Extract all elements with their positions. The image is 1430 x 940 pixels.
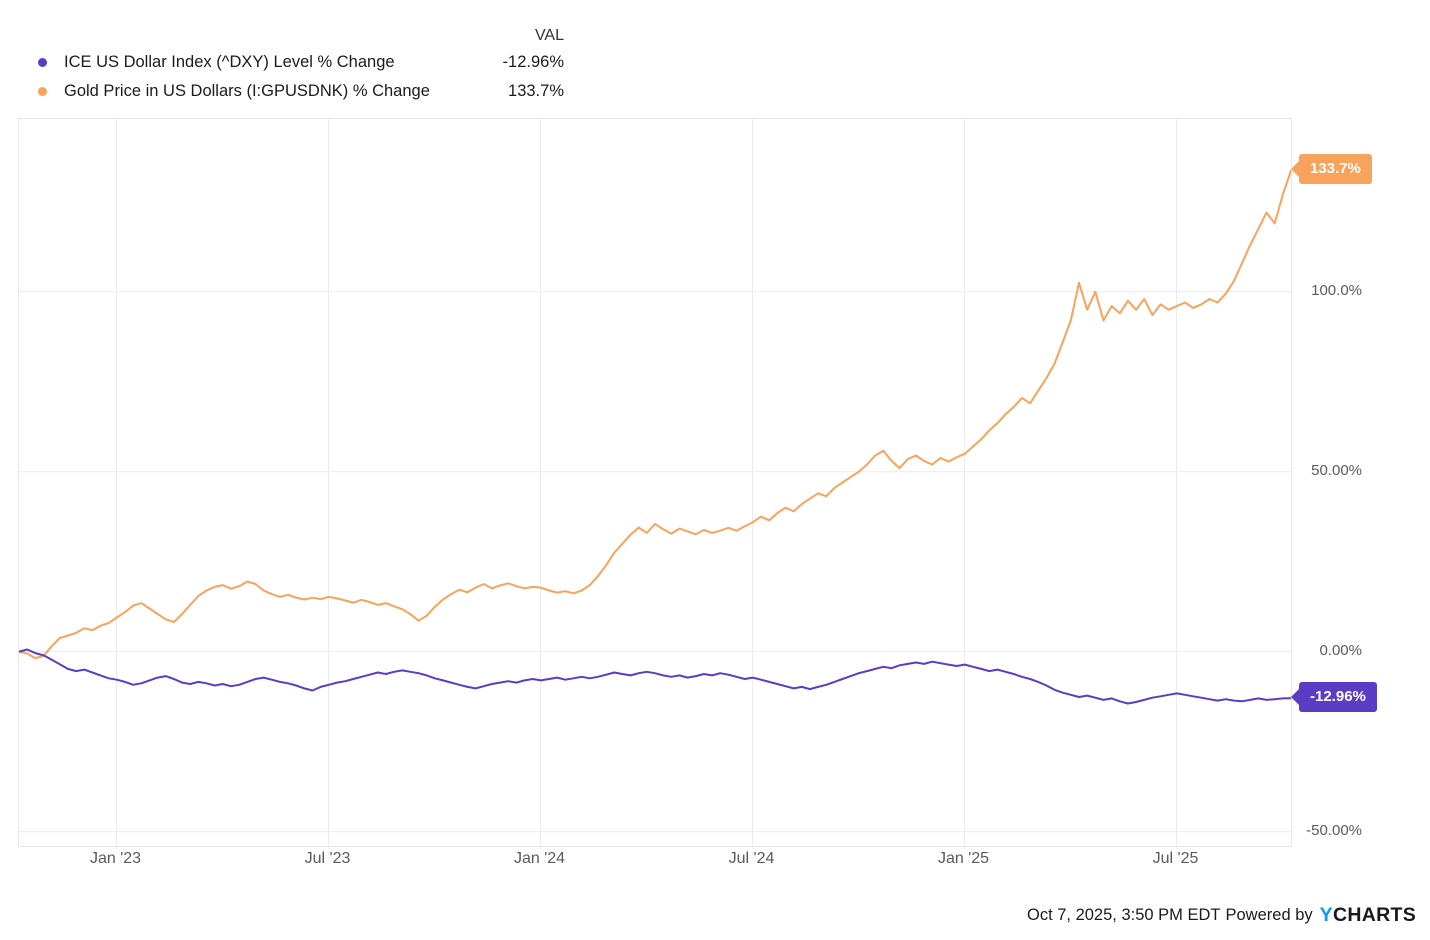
legend-item-dxy: ICE US Dollar Index (^DXY) Level % Chang… (30, 48, 564, 77)
y-axis-tick-label: -50.00% (1306, 821, 1362, 839)
legend-value-gold: 133.7% (508, 82, 564, 100)
chart-plot-area (18, 118, 1292, 847)
end-value-badge: -12.96% (1291, 682, 1377, 713)
series-line (19, 648, 1291, 705)
footer-timestamp: Oct 7, 2025, 3:50 PM EDT (1026, 906, 1221, 924)
x-axis-tick-label: Jul '23 (304, 850, 351, 867)
ycharts-logo: Y CHARTS (1320, 904, 1416, 927)
legend-label-gold: Gold Price in US Dollars (I:GPUSDNK) % C… (64, 82, 430, 100)
legend-value-dxy: -12.96% (502, 53, 564, 71)
y-axis-tick-label: 0.00% (1319, 641, 1362, 659)
series-line (19, 169, 1291, 660)
legend-header-row: VAL (30, 24, 564, 48)
legend: VAL ICE US Dollar Index (^DXY) Level % C… (30, 24, 564, 106)
badge-arrow-icon (1291, 161, 1299, 178)
badge-value-label: 133.7% (1299, 154, 1372, 185)
val-column-header: VAL (534, 27, 564, 44)
x-axis-tick-label: Jul '25 (1152, 850, 1199, 867)
footer: Oct 7, 2025, 3:50 PM EDT Powered by Y CH… (1027, 904, 1416, 927)
legend-dot-cell (30, 87, 64, 96)
legend-item-gold: Gold Price in US Dollars (I:GPUSDNK) % C… (30, 77, 564, 106)
y-axis-tick-label: 50.00% (1311, 461, 1362, 479)
x-axis-tick-label: Jan '25 (937, 850, 990, 867)
ycharts-logo-y: Y (1319, 904, 1333, 926)
x-axis-tick-label: Jul '24 (728, 850, 775, 867)
x-axis-tick-label: Jan '23 (89, 850, 142, 867)
gold-series-dot-icon (38, 87, 47, 96)
badge-arrow-icon (1291, 689, 1299, 706)
dxy-series-dot-icon (38, 58, 47, 67)
ycharts-logo-charts: CHARTS (1332, 904, 1416, 926)
x-axis-tick-label: Jan '24 (513, 850, 566, 867)
badge-value-label: -12.96% (1299, 682, 1377, 713)
legend-dot-cell (30, 58, 64, 67)
legend-label-dxy: ICE US Dollar Index (^DXY) Level % Chang… (64, 53, 395, 71)
chart-svg (19, 119, 1291, 846)
end-value-badge: 133.7% (1291, 154, 1372, 185)
y-axis-tick-label: 100.0% (1311, 281, 1362, 299)
powered-by-text: Powered by (1225, 906, 1313, 924)
